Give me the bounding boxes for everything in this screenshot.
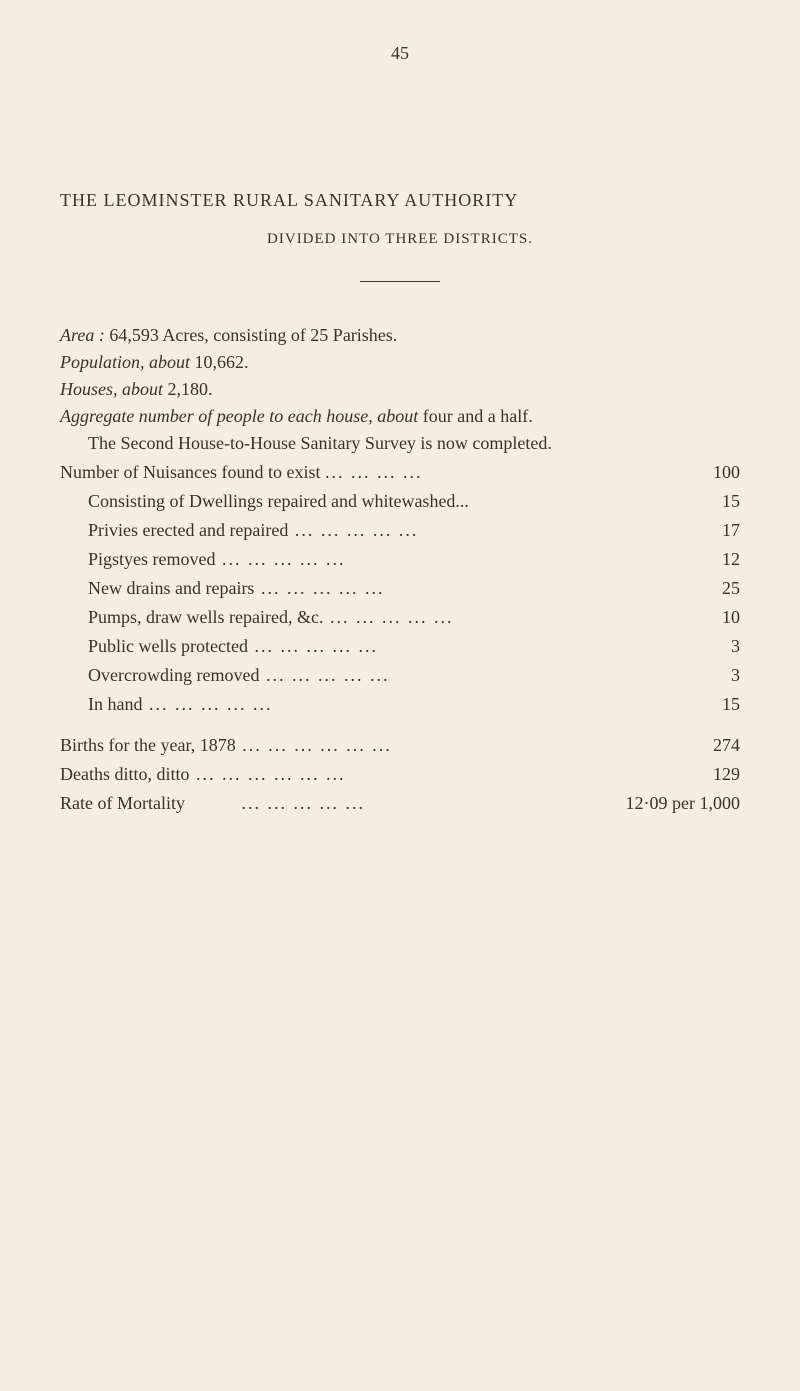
population-line: Population, about 10,662. <box>60 349 740 376</box>
rate-label-text: Rate of Mortality <box>60 793 185 813</box>
stats-value: 15 <box>664 488 740 515</box>
rate-value: 12·09 per 1,000 <box>365 790 740 817</box>
stats-label-text: Privies erected and repaired <box>88 520 288 540</box>
dots-icon: ... ... ... ... ... ... <box>190 764 346 784</box>
divider-line <box>360 281 440 282</box>
stats-label-text: Consisting of Dwellings repaired and whi… <box>88 491 469 511</box>
nuisances-label-text: Number of Nuisances found to exist <box>60 462 320 482</box>
stats-row: Consisting of Dwellings repaired and whi… <box>88 488 740 515</box>
stats-row: Privies erected and repaired ... ... ...… <box>88 517 740 544</box>
dots-icon: ... ... ... ... ... <box>248 636 378 656</box>
stats-label: New drains and repairs ... ... ... ... .… <box>88 575 664 602</box>
totals-value: 129 <box>664 761 740 788</box>
stats-value: 25 <box>664 575 740 602</box>
area-label: Area : <box>60 325 105 345</box>
stats-label-text: New drains and repairs <box>88 578 254 598</box>
totals-label-text: Births for the year, 1878 <box>60 735 236 755</box>
stats-label-text: Pigstyes removed <box>88 549 216 569</box>
stats-row: Overcrowding removed ... ... ... ... ...… <box>88 662 740 689</box>
stats-value: 17 <box>664 517 740 544</box>
stats-label: Public wells protected ... ... ... ... .… <box>88 633 664 660</box>
nuisances-row: Number of Nuisances found to exist ... .… <box>60 459 740 486</box>
stats-label-text: Public wells protected <box>88 636 248 656</box>
aggregate-text: four and a half. <box>418 406 532 426</box>
houses-label: Houses, about <box>60 379 163 399</box>
survey-line: The Second House-to-House Sanitary Surve… <box>60 430 740 457</box>
stats-value: 3 <box>664 633 740 660</box>
stats-row: Public wells protected ... ... ... ... .… <box>88 633 740 660</box>
totals-row: Births for the year, 1878 ... ... ... ..… <box>60 732 740 759</box>
houses-text: 2,180. <box>163 379 213 399</box>
dots-icon: ... ... ... ... ... <box>259 665 389 685</box>
stats-label: Pumps, draw wells repaired, &c. ... ... … <box>88 604 664 631</box>
stats-label-text: Pumps, draw wells repaired, &c. <box>88 607 323 627</box>
stats-container: Consisting of Dwellings repaired and whi… <box>60 488 740 718</box>
stats-label: Overcrowding removed ... ... ... ... ... <box>88 662 664 689</box>
nuisances-value: 100 <box>664 459 740 486</box>
stats-row: Pumps, draw wells repaired, &c. ... ... … <box>88 604 740 631</box>
totals-label-text: Deaths ditto, ditto <box>60 764 190 784</box>
stats-label: In hand ... ... ... ... ... <box>88 691 664 718</box>
dots-icon: ... ... ... ... ... <box>189 793 365 813</box>
stats-label: Privies erected and repaired ... ... ...… <box>88 517 664 544</box>
dots-icon: ... ... ... ... ... <box>142 694 272 714</box>
population-label: Population, about <box>60 352 190 372</box>
stats-row: New drains and repairs ... ... ... ... .… <box>88 575 740 602</box>
aggregate-label: Aggregate number of people to each house… <box>60 406 418 426</box>
stats-label-text: In hand <box>88 694 142 714</box>
document-subtitle: DIVIDED INTO THREE DISTRICTS. <box>60 228 740 251</box>
totals-value: 274 <box>664 732 740 759</box>
stats-value: 12 <box>664 546 740 573</box>
area-text: 64,593 Acres, consisting of 25 Parishes. <box>105 325 397 345</box>
totals-label: Births for the year, 1878 ... ... ... ..… <box>60 732 664 759</box>
nuisances-label: Number of Nuisances found to exist ... .… <box>60 459 664 486</box>
totals-container: Births for the year, 1878 ... ... ... ..… <box>60 732 740 788</box>
stats-value: 15 <box>664 691 740 718</box>
dots-icon: ... ... ... ... ... ... <box>236 735 392 755</box>
stats-row: Pigstyes removed ... ... ... ... ...12 <box>88 546 740 573</box>
stats-label-text: Overcrowding removed <box>88 665 259 685</box>
document-title: THE LEOMINSTER RURAL SANITARY AUTHORITY <box>60 187 740 214</box>
stats-label: Consisting of Dwellings repaired and whi… <box>88 488 664 515</box>
dots-icon: ... ... ... ... ... <box>216 549 346 569</box>
rate-label: Rate of Mortality ... ... ... ... ... <box>60 790 365 817</box>
dots-icon: ... ... ... ... ... <box>254 578 384 598</box>
totals-label: Deaths ditto, ditto ... ... ... ... ... … <box>60 761 664 788</box>
stats-value: 10 <box>664 604 740 631</box>
rate-row: Rate of Mortality ... ... ... ... ... 12… <box>60 790 740 817</box>
population-text: 10,662. <box>190 352 249 372</box>
area-line: Area : 64,593 Acres, consisting of 25 Pa… <box>60 322 740 349</box>
totals-row: Deaths ditto, ditto ... ... ... ... ... … <box>60 761 740 788</box>
stats-value: 3 <box>664 662 740 689</box>
dots-icon: ... ... ... ... ... <box>288 520 418 540</box>
houses-line: Houses, about 2,180. <box>60 376 740 403</box>
stats-row: In hand ... ... ... ... ...15 <box>88 691 740 718</box>
aggregate-line: Aggregate number of people to each house… <box>60 403 740 430</box>
dots-icon: ... ... ... ... <box>325 462 423 482</box>
stats-label: Pigstyes removed ... ... ... ... ... <box>88 546 664 573</box>
page-number: 45 <box>60 40 740 67</box>
dots-icon: ... ... ... ... ... <box>323 607 453 627</box>
